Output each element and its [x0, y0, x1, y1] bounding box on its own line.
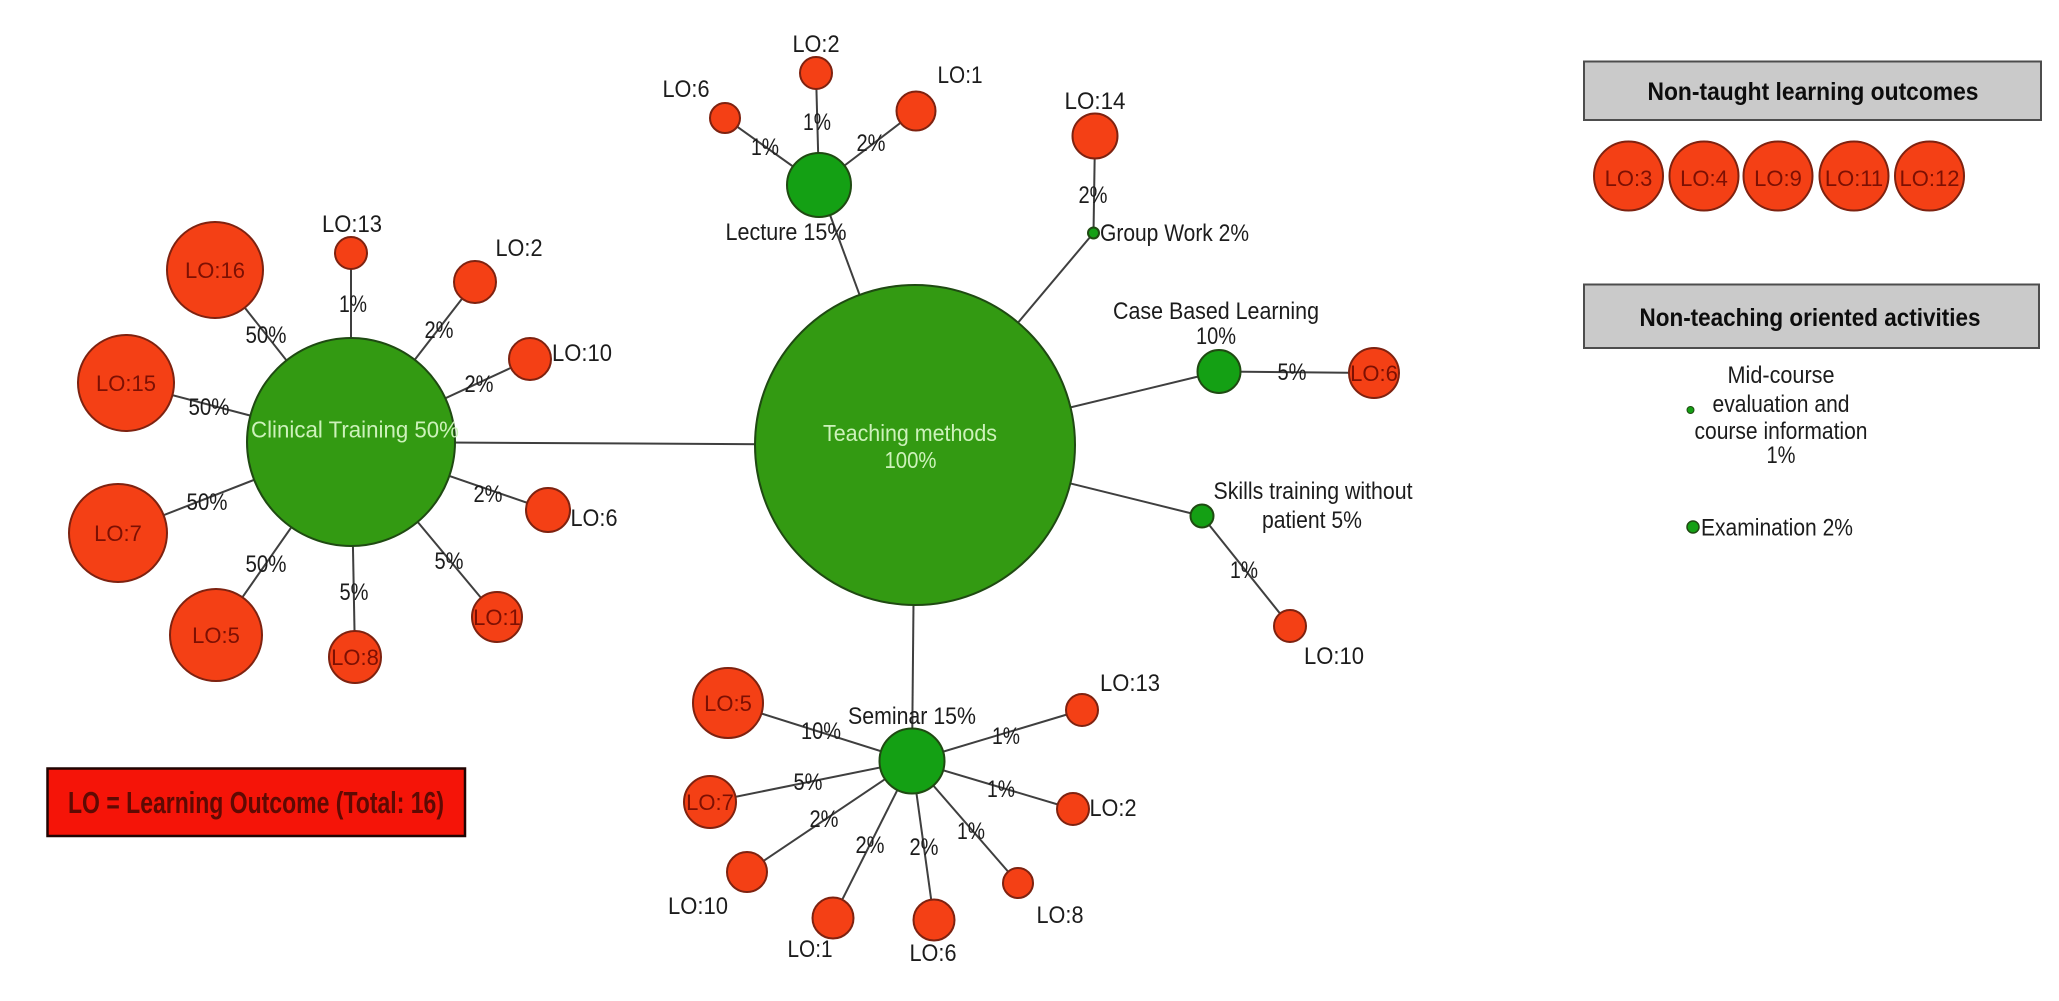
svg-text:LO:7: LO:7 — [94, 521, 142, 546]
svg-text:LO:13: LO:13 — [322, 211, 382, 238]
svg-text:Mid-course: Mid-course — [1728, 362, 1835, 389]
svg-text:LO = Learning Outcome (Total:: LO = Learning Outcome (Total: 16) — [68, 785, 444, 820]
svg-text:LO:12: LO:12 — [1900, 166, 1960, 191]
svg-text:LO:3: LO:3 — [1605, 166, 1653, 191]
svg-text:10%: 10% — [1196, 323, 1236, 350]
svg-text:1%: 1% — [751, 134, 779, 161]
svg-text:LO:1: LO:1 — [938, 62, 983, 89]
svg-text:Clinical Training 50%: Clinical Training 50% — [251, 417, 459, 443]
svg-text:LO:11: LO:11 — [1825, 166, 1883, 191]
svg-text:LO:2: LO:2 — [496, 235, 543, 262]
svg-text:LO:16: LO:16 — [185, 258, 245, 283]
svg-text:2%: 2% — [474, 481, 503, 508]
svg-text:LO:10: LO:10 — [1304, 643, 1364, 670]
svg-text:2%: 2% — [910, 834, 939, 861]
svg-text:LO:8: LO:8 — [331, 645, 379, 670]
svg-text:Examination 2%: Examination 2% — [1701, 515, 1853, 542]
svg-text:5%: 5% — [340, 579, 369, 606]
svg-text:LO:13: LO:13 — [1100, 670, 1160, 697]
svg-text:50%: 50% — [246, 322, 287, 349]
svg-text:LO:6: LO:6 — [663, 76, 710, 103]
svg-text:50%: 50% — [246, 551, 287, 578]
svg-text:LO:14: LO:14 — [1065, 88, 1126, 115]
svg-text:LO:4: LO:4 — [1680, 166, 1728, 191]
svg-text:50%: 50% — [187, 489, 228, 516]
svg-text:patient 5%: patient 5% — [1262, 507, 1362, 534]
svg-text:course information: course information — [1695, 418, 1868, 445]
svg-text:LO:6: LO:6 — [910, 940, 957, 967]
svg-text:2%: 2% — [1079, 182, 1108, 209]
svg-text:LO:5: LO:5 — [704, 691, 752, 716]
svg-text:1%: 1% — [339, 291, 367, 318]
svg-text:Skills training without: Skills training without — [1214, 478, 1413, 505]
svg-text:1%: 1% — [803, 109, 831, 136]
svg-text:Non-taught learning outcomes: Non-taught learning outcomes — [1648, 78, 1979, 106]
svg-text:5%: 5% — [1278, 359, 1307, 386]
svg-text:1%: 1% — [1767, 442, 1796, 469]
svg-text:Group Work 2%: Group Work 2% — [1100, 220, 1249, 247]
svg-text:LO:8: LO:8 — [1037, 902, 1084, 929]
svg-text:10%: 10% — [801, 718, 841, 745]
svg-text:1%: 1% — [1230, 557, 1258, 584]
svg-text:5%: 5% — [435, 548, 464, 575]
svg-text:LO:5: LO:5 — [192, 623, 240, 648]
svg-text:2%: 2% — [465, 371, 494, 398]
svg-text:50%: 50% — [189, 394, 230, 421]
svg-text:1%: 1% — [992, 723, 1020, 750]
svg-text:2%: 2% — [857, 130, 886, 157]
svg-text:LO:2: LO:2 — [1090, 795, 1137, 822]
svg-text:LO:1: LO:1 — [788, 936, 833, 963]
svg-text:LO:9: LO:9 — [1754, 166, 1802, 191]
svg-text:Seminar 15%: Seminar 15% — [848, 703, 976, 730]
svg-text:1%: 1% — [987, 776, 1015, 803]
svg-text:LO:6: LO:6 — [571, 505, 618, 532]
svg-text:LO:15: LO:15 — [96, 371, 156, 396]
svg-text:LO:10: LO:10 — [552, 340, 612, 367]
svg-text:2%: 2% — [810, 806, 839, 833]
svg-text:LO:10: LO:10 — [668, 893, 728, 920]
svg-text:2%: 2% — [425, 317, 454, 344]
svg-text:Lecture 15%: Lecture 15% — [726, 219, 847, 246]
svg-text:Non-teaching oriented activiti: Non-teaching oriented activities — [1640, 304, 1981, 332]
svg-text:LO:1: LO:1 — [473, 605, 521, 630]
svg-text:LO:2: LO:2 — [793, 31, 840, 58]
svg-text:5%: 5% — [794, 769, 823, 796]
svg-text:LO:6: LO:6 — [1350, 361, 1398, 386]
svg-text:2%: 2% — [856, 832, 885, 859]
svg-text:Case Based Learning: Case Based Learning — [1113, 298, 1319, 325]
svg-text:100%: 100% — [885, 447, 937, 473]
svg-text:LO:7: LO:7 — [686, 790, 734, 815]
svg-text:evaluation and: evaluation and — [1713, 391, 1850, 418]
svg-text:Teaching methods: Teaching methods — [823, 420, 997, 446]
svg-text:1%: 1% — [957, 818, 985, 845]
